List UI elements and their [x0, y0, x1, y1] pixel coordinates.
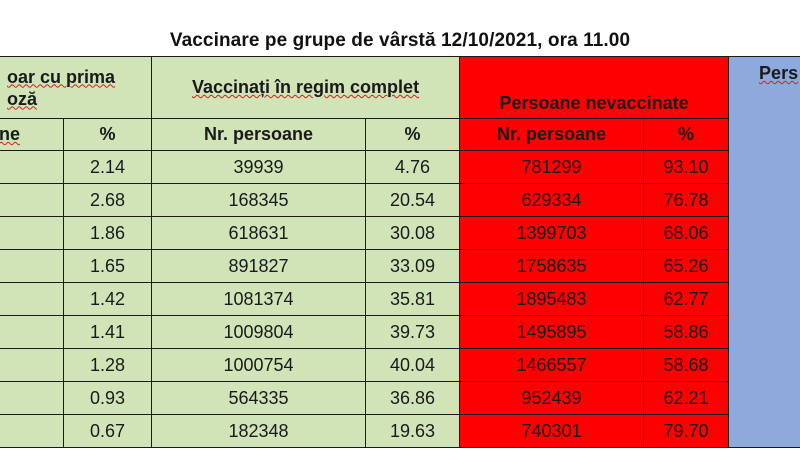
first-dose-nr-cell [0, 282, 64, 316]
unvaccinated-pct-cell: 62.21 [643, 381, 730, 415]
first-dose-pct-cell: 0.93 [62, 381, 153, 415]
table-container: oar cu prima oză Vaccinați în regim comp… [0, 56, 800, 448]
complete-nr-cell: 618631 [151, 216, 367, 250]
unvaccinated-pct-cell: 58.86 [643, 315, 730, 349]
subheader-unvaccinated-pct: % [643, 118, 730, 151]
first-dose-nr-cell [0, 315, 64, 349]
first-dose-nr-cell [0, 414, 64, 448]
subheader-first-dose-nr-label: ane [0, 124, 21, 144]
unvaccinated-nr-cell: 1466557 [459, 348, 645, 382]
header-first-dose-line2: oză [7, 88, 38, 109]
subheader-first-dose-pct: % [62, 118, 153, 151]
unvaccinated-pct-cell: 93.10 [643, 150, 730, 184]
complete-nr-cell: 891827 [151, 249, 367, 283]
first-dose-nr-cell [0, 216, 64, 250]
first-dose-pct-cell: 0.67 [62, 414, 153, 448]
unvaccinated-pct-cell: 65.26 [643, 249, 730, 283]
complete-nr-cell: 564335 [151, 381, 367, 415]
table-row: 0.93 564335 36.86 952439 62.21 [0, 381, 800, 415]
header-row-sub: ane % Nr. persoane % Nr. persoane % [0, 118, 800, 151]
header-complete-label: Vaccinați în regim complet [191, 77, 420, 97]
table-row: 1.41 1009804 39.73 1495895 58.86 [0, 315, 800, 349]
complete-pct-cell: 39.73 [365, 315, 461, 349]
header-first-dose: oar cu prima oză [0, 56, 153, 119]
unvaccinated-pct-cell: 76.78 [643, 183, 730, 217]
first-dose-pct-cell: 1.86 [62, 216, 153, 250]
subheader-complete-nr: Nr. persoane [151, 118, 367, 151]
complete-pct-cell: 4.76 [365, 150, 461, 184]
first-dose-pct-cell: 1.41 [62, 315, 153, 349]
complete-nr-cell: 39939 [151, 150, 367, 184]
complete-pct-cell: 20.54 [365, 183, 461, 217]
table-row: 0.67 182348 19.63 740301 79.70 [0, 414, 800, 448]
first-dose-nr-cell [0, 249, 64, 283]
table-row: 1.65 891827 33.09 1758635 65.26 [0, 249, 800, 283]
complete-nr-cell: 1000754 [151, 348, 367, 382]
unvaccinated-nr-cell: 781299 [459, 150, 645, 184]
header-unvaccinated: Persoane nevaccinate [459, 56, 730, 119]
first-dose-pct-cell: 1.65 [62, 249, 153, 283]
unvaccinated-nr-cell: 1895483 [459, 282, 645, 316]
unvaccinated-nr-cell: 740301 [459, 414, 645, 448]
complete-nr-cell: 1009804 [151, 315, 367, 349]
unvaccinated-nr-cell: 1495895 [459, 315, 645, 349]
first-dose-nr-cell [0, 381, 64, 415]
first-dose-nr-cell [0, 348, 64, 382]
complete-nr-cell: 168345 [151, 183, 367, 217]
unvaccinated-pct-cell: 68.06 [643, 216, 730, 250]
complete-pct-cell: 33.09 [365, 249, 461, 283]
first-dose-nr-cell [0, 150, 64, 184]
unvaccinated-nr-cell: 629334 [459, 183, 645, 217]
table-row: 2.14 39939 4.76 781299 93.10 [0, 150, 800, 184]
first-dose-pct-cell: 1.28 [62, 348, 153, 382]
first-dose-pct-cell: 2.68 [62, 183, 153, 217]
header-complete: Vaccinați în regim complet [151, 56, 461, 119]
unvaccinated-nr-cell: 952439 [459, 381, 645, 415]
vaccination-table: oar cu prima oză Vaccinați în regim comp… [0, 56, 800, 448]
header-other-label: Pers [759, 63, 799, 83]
complete-nr-cell: 182348 [151, 414, 367, 448]
subheader-first-dose-nr: ane [0, 118, 64, 151]
first-dose-pct-cell: 2.14 [62, 150, 153, 184]
header-other-group: Pers [728, 56, 800, 448]
subheader-complete-pct: % [365, 118, 461, 151]
header-unvaccinated-label: Persoane nevaccinate [499, 93, 689, 113]
table-row: 1.86 618631 30.08 1399703 68.06 [0, 216, 800, 250]
complete-pct-cell: 30.08 [365, 216, 461, 250]
unvaccinated-nr-cell: 1399703 [459, 216, 645, 250]
complete-nr-cell: 1081374 [151, 282, 367, 316]
header-row-groups: oar cu prima oză Vaccinați în regim comp… [0, 56, 800, 448]
first-dose-pct-cell: 1.42 [62, 282, 153, 316]
unvaccinated-pct-cell: 58.68 [643, 348, 730, 382]
unvaccinated-nr-cell: 1758635 [459, 249, 645, 283]
complete-pct-cell: 19.63 [365, 414, 461, 448]
table-row: 1.42 1081374 35.81 1895483 62.77 [0, 282, 800, 316]
first-dose-nr-cell [0, 183, 64, 217]
complete-pct-cell: 40.04 [365, 348, 461, 382]
unvaccinated-pct-cell: 79.70 [643, 414, 730, 448]
header-first-dose-line1: oar cu prima [7, 66, 116, 87]
subheader-unvaccinated-nr: Nr. persoane [459, 118, 645, 151]
table-row: 1.28 1000754 40.04 1466557 58.68 [0, 348, 800, 382]
table-row: 2.68 168345 20.54 629334 76.78 [0, 183, 800, 217]
complete-pct-cell: 36.86 [365, 381, 461, 415]
table-title: Vaccinare pe grupe de vârstă 12/10/2021,… [169, 30, 631, 51]
complete-pct-cell: 35.81 [365, 282, 461, 316]
unvaccinated-pct-cell: 62.77 [643, 282, 730, 316]
